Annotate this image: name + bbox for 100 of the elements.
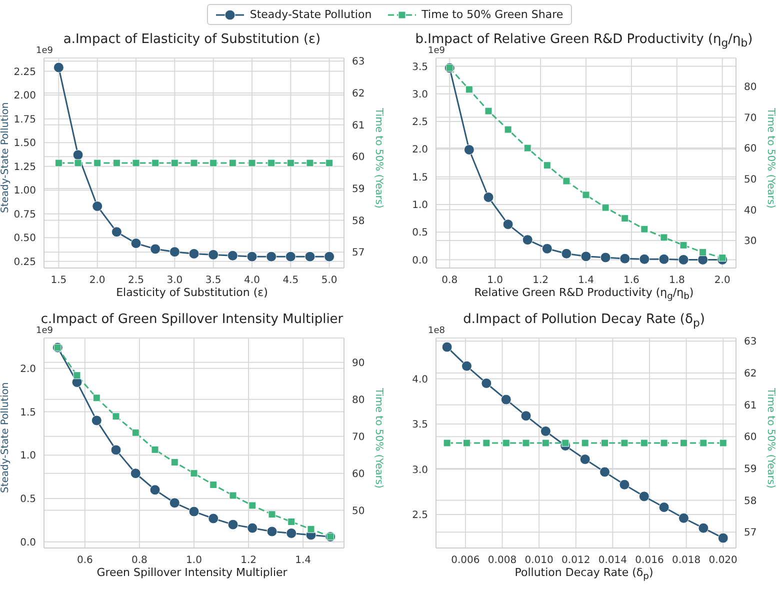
- x-tick-label: 2.0: [714, 275, 730, 286]
- point: [288, 518, 296, 526]
- point: [227, 250, 238, 261]
- point: [169, 246, 180, 258]
- point: [483, 192, 494, 203]
- y-tick-label: 0.25: [14, 256, 36, 268]
- x-axis-title: Elasticity of Substitution (ε): [115, 286, 269, 299]
- point: [208, 249, 219, 260]
- point: [621, 214, 629, 222]
- y2-tick-label: 61: [744, 400, 757, 412]
- y-tick-label: 2.25: [14, 66, 36, 78]
- y2-tick-label: 58: [744, 496, 757, 507]
- point: [229, 492, 237, 500]
- x-tick-label: 0.010: [524, 555, 554, 566]
- y2-tick-label: 90: [352, 358, 365, 369]
- y2-tick-label: 40: [744, 205, 757, 216]
- x-tick-label: 0.008: [488, 555, 517, 566]
- y2-tick-label: 30: [744, 236, 757, 248]
- point: [228, 519, 238, 530]
- y-tick-label: 1.0: [412, 200, 428, 211]
- point: [268, 510, 276, 518]
- y2-tick-label: 57: [744, 528, 757, 539]
- x-tick-label: 0.014: [598, 555, 628, 566]
- y-tick-label: 3.5: [412, 62, 428, 73]
- point: [286, 528, 297, 538]
- y-tick-label: 4.0: [412, 374, 428, 386]
- point: [600, 252, 611, 263]
- point: [561, 248, 572, 259]
- y2-tick-label: 80: [352, 394, 365, 406]
- point: [91, 415, 102, 426]
- y2-axis-title: Time to 50% (Years): [373, 386, 384, 490]
- x-tick-label: 1.2: [532, 275, 548, 286]
- text: 1e9: [428, 46, 445, 56]
- y-tick-label: 1.75: [14, 114, 36, 126]
- x-tick-label: 5.0: [321, 275, 338, 286]
- point: [699, 248, 707, 256]
- y-tick-label: 1.25: [14, 162, 36, 173]
- y-tick-label: 2.0: [412, 144, 428, 156]
- y-tick-label: 2.00: [14, 90, 36, 102]
- y-tick-label: 2.5: [412, 510, 428, 522]
- y2-tick-label: 57: [352, 248, 365, 259]
- point: [582, 191, 590, 199]
- x-tick-label: 3.0: [166, 275, 183, 286]
- x-tick-label: 2.0: [89, 275, 106, 286]
- y2-tick-label: 80: [744, 82, 757, 93]
- x-tick-label: 0.8: [442, 275, 458, 286]
- y-tick-label: 0.5: [20, 494, 36, 506]
- point: [110, 444, 122, 456]
- point: [680, 241, 688, 249]
- y-tick-label: 2.0: [20, 364, 36, 375]
- y2-tick-label: 50: [352, 506, 365, 517]
- text: 1e8: [428, 326, 445, 336]
- point: [210, 481, 218, 489]
- point: [111, 226, 122, 238]
- point: [150, 244, 161, 254]
- legend-label: Steady-State Pollution: [250, 8, 372, 21]
- point: [639, 254, 650, 264]
- y-tick-label: 3.5: [412, 420, 428, 431]
- point: [92, 200, 103, 212]
- y-tick-label: 3.0: [412, 89, 428, 100]
- point: [247, 522, 258, 534]
- point: [151, 446, 159, 454]
- y-tick-label: 1.5: [412, 172, 428, 184]
- legend-label: Time to 50% Green Share: [422, 8, 564, 21]
- point: [524, 144, 532, 152]
- y2-axis-title: Time to 50% (Years): [373, 106, 384, 210]
- x-tick-label: 2.5: [128, 275, 144, 286]
- y2-axis-title: Time to 50% (Years): [765, 386, 776, 490]
- x-tick-label: 1.8: [668, 275, 685, 286]
- point: [324, 251, 335, 262]
- point: [580, 454, 590, 465]
- x-tick-label: 0.016: [635, 555, 664, 566]
- x-tick-label: 0.020: [708, 555, 738, 566]
- point: [678, 254, 689, 265]
- y2-axis-title: Time to 50% (Years): [765, 106, 776, 210]
- point: [502, 219, 514, 230]
- point: [504, 126, 512, 134]
- point: [112, 412, 120, 420]
- point: [562, 177, 570, 185]
- point: [542, 243, 552, 254]
- point: [92, 394, 100, 402]
- y-tick-label: 0.50: [14, 233, 36, 244]
- y-tick-label: 0.75: [14, 209, 36, 220]
- x-tick-label: 0.8: [132, 555, 148, 566]
- point: [304, 251, 316, 262]
- x-tick-label: 1.5: [50, 275, 67, 286]
- y-tick-label: 1.00: [14, 186, 36, 197]
- point: [658, 254, 670, 264]
- point: [169, 498, 180, 508]
- y-tick-label: 1.5: [20, 407, 36, 418]
- y2-tick-label: 50: [744, 174, 757, 186]
- y2-tick-label: 60: [352, 468, 365, 480]
- point: [285, 251, 296, 262]
- point: [500, 394, 512, 405]
- y2-tick-label: 58: [352, 216, 365, 227]
- point: [658, 502, 670, 513]
- x-axis-title: Relative Green R&D Productivity (η$_{g}$/η$_{b}$): [473, 286, 695, 302]
- point: [718, 532, 728, 544]
- y-tick-label: 0.0: [20, 537, 36, 548]
- x-tick-label: 4.0: [244, 275, 260, 286]
